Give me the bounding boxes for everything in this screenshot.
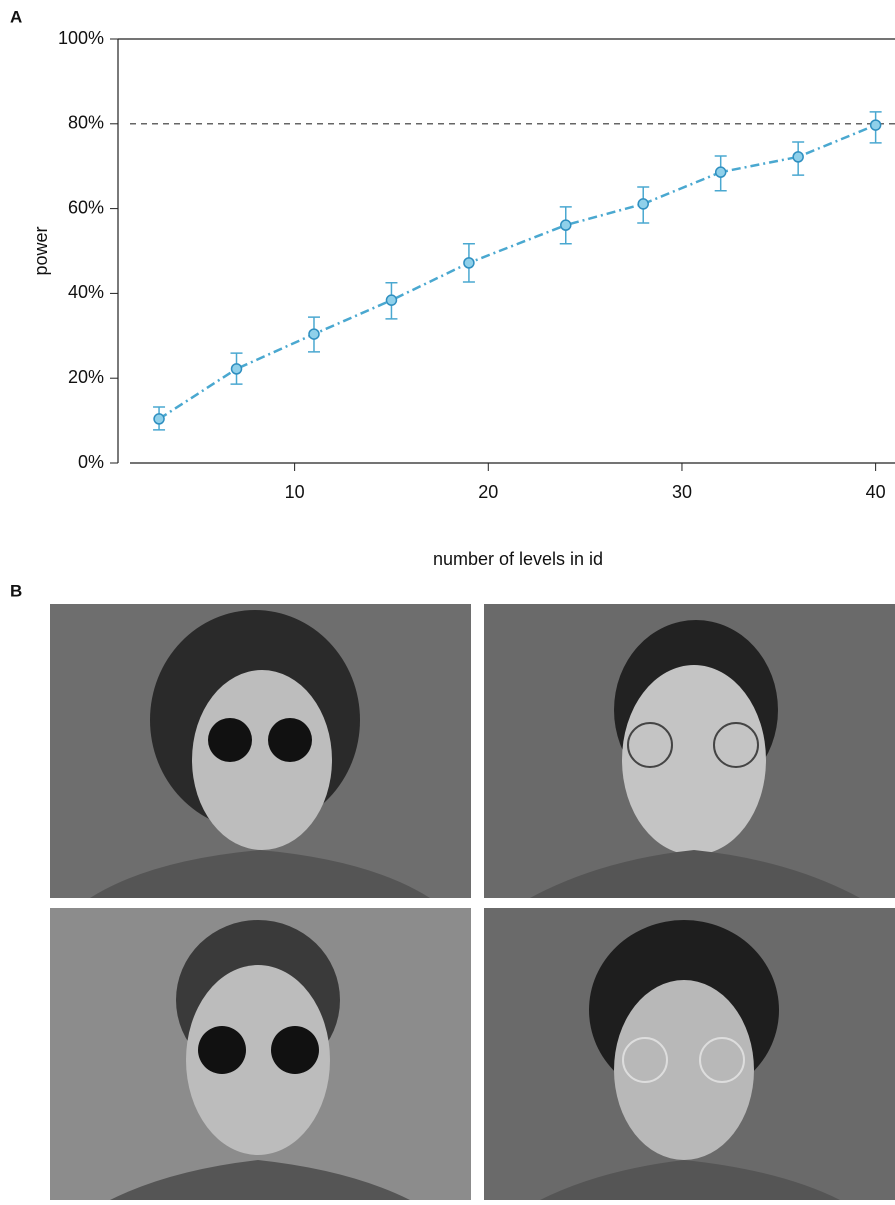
x-tick-label: 10 xyxy=(285,482,305,502)
point xyxy=(793,152,803,162)
x-axis-label: number of levels in id xyxy=(433,549,603,569)
point xyxy=(716,167,726,177)
point xyxy=(464,258,474,268)
point xyxy=(309,329,319,339)
y-tick-label: 80% xyxy=(68,113,104,133)
point xyxy=(561,220,571,230)
y-tick-label: 40% xyxy=(68,282,104,302)
point xyxy=(638,199,648,209)
x-tick-label: 30 xyxy=(672,482,692,502)
photo-glasses xyxy=(268,718,312,762)
x-tick-label: 20 xyxy=(478,482,498,502)
point xyxy=(871,120,881,130)
series-line xyxy=(159,125,876,419)
photo-face xyxy=(614,980,754,1160)
photo-face xyxy=(192,670,332,850)
point xyxy=(154,414,164,424)
photo-glasses xyxy=(198,1026,246,1074)
panel-label: B xyxy=(10,581,22,600)
panel-label: A xyxy=(10,7,22,26)
photo-grid xyxy=(50,604,895,1200)
y-tick-label: 100% xyxy=(58,28,104,48)
page: {"chart_data": {"type": "line", "panel_l… xyxy=(0,0,895,1200)
y-tick-label: 60% xyxy=(68,197,104,217)
photo-glasses xyxy=(208,718,252,762)
point xyxy=(386,295,396,305)
photo-glasses xyxy=(271,1026,319,1074)
point xyxy=(232,364,242,374)
x-tick-label: 40 xyxy=(866,482,886,502)
photo-face xyxy=(622,665,766,855)
y-tick-label: 20% xyxy=(68,367,104,387)
figure: A B power number of levels in id 0% 20% 40… xyxy=(0,0,895,1200)
y-axis-label: power xyxy=(31,226,51,275)
y-tick-label: 0% xyxy=(78,452,104,472)
